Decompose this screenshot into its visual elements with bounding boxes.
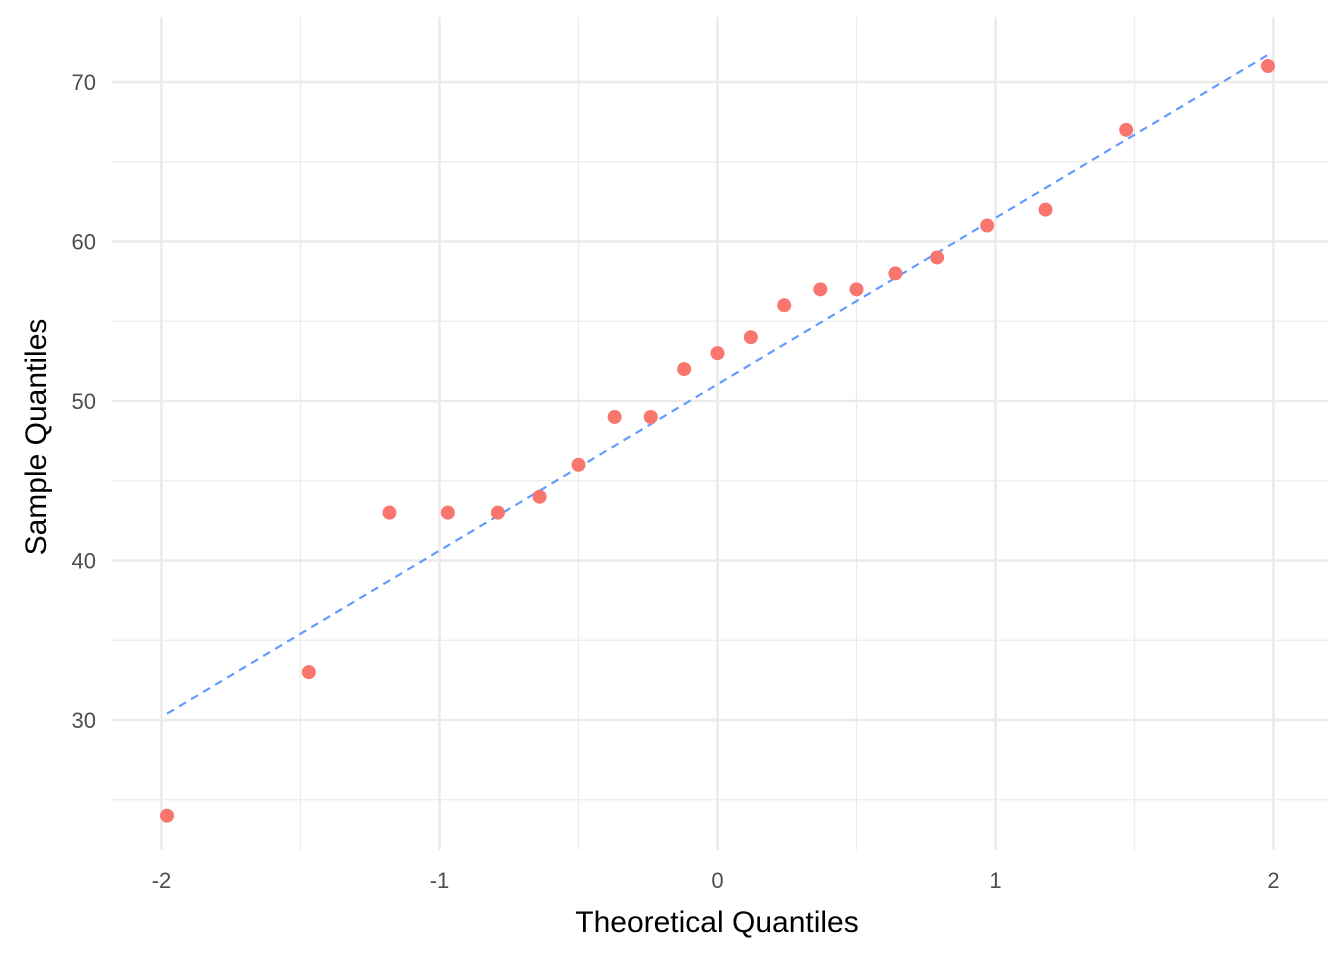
data-point	[888, 266, 903, 281]
data-point	[813, 282, 828, 297]
reference-line	[166, 53, 1269, 715]
grid	[112, 17, 1328, 850]
x-tick-label: 1	[989, 868, 1001, 893]
y-tick-label: 50	[72, 389, 96, 414]
x-tick-label: -2	[152, 868, 172, 893]
data-point	[160, 808, 175, 823]
data-point	[980, 218, 995, 233]
x-axis-title: Theoretical Quantiles	[575, 906, 858, 939]
y-tick-label: 30	[72, 708, 96, 733]
data-point	[849, 282, 864, 297]
data-point	[440, 505, 455, 520]
data-point	[571, 457, 586, 472]
data-point	[710, 346, 725, 361]
data-point	[643, 409, 658, 424]
y-tick-label: 40	[72, 549, 96, 574]
points-layer	[160, 59, 1275, 823]
data-point	[777, 298, 792, 313]
y-tick-label: 60	[72, 230, 96, 255]
x-axis-ticks: -2 -1 0 1 2	[152, 868, 1280, 893]
data-point	[743, 330, 758, 345]
data-point	[1038, 202, 1053, 217]
data-point	[930, 250, 945, 265]
data-point	[532, 489, 547, 504]
data-point	[490, 505, 505, 520]
data-point	[677, 362, 692, 377]
data-point	[301, 665, 316, 680]
x-tick-label: 2	[1267, 868, 1279, 893]
data-point	[607, 409, 622, 424]
x-tick-label: -1	[430, 868, 450, 893]
data-point	[1260, 59, 1275, 74]
x-tick-label: 0	[711, 868, 723, 893]
y-tick-label: 70	[72, 70, 96, 95]
y-axis-title: Sample Quantiles	[20, 319, 53, 556]
reference-line-layer	[166, 53, 1269, 715]
y-axis-ticks: 30 40 50 60 70	[72, 70, 96, 733]
data-point	[1119, 122, 1134, 137]
data-point	[382, 505, 397, 520]
